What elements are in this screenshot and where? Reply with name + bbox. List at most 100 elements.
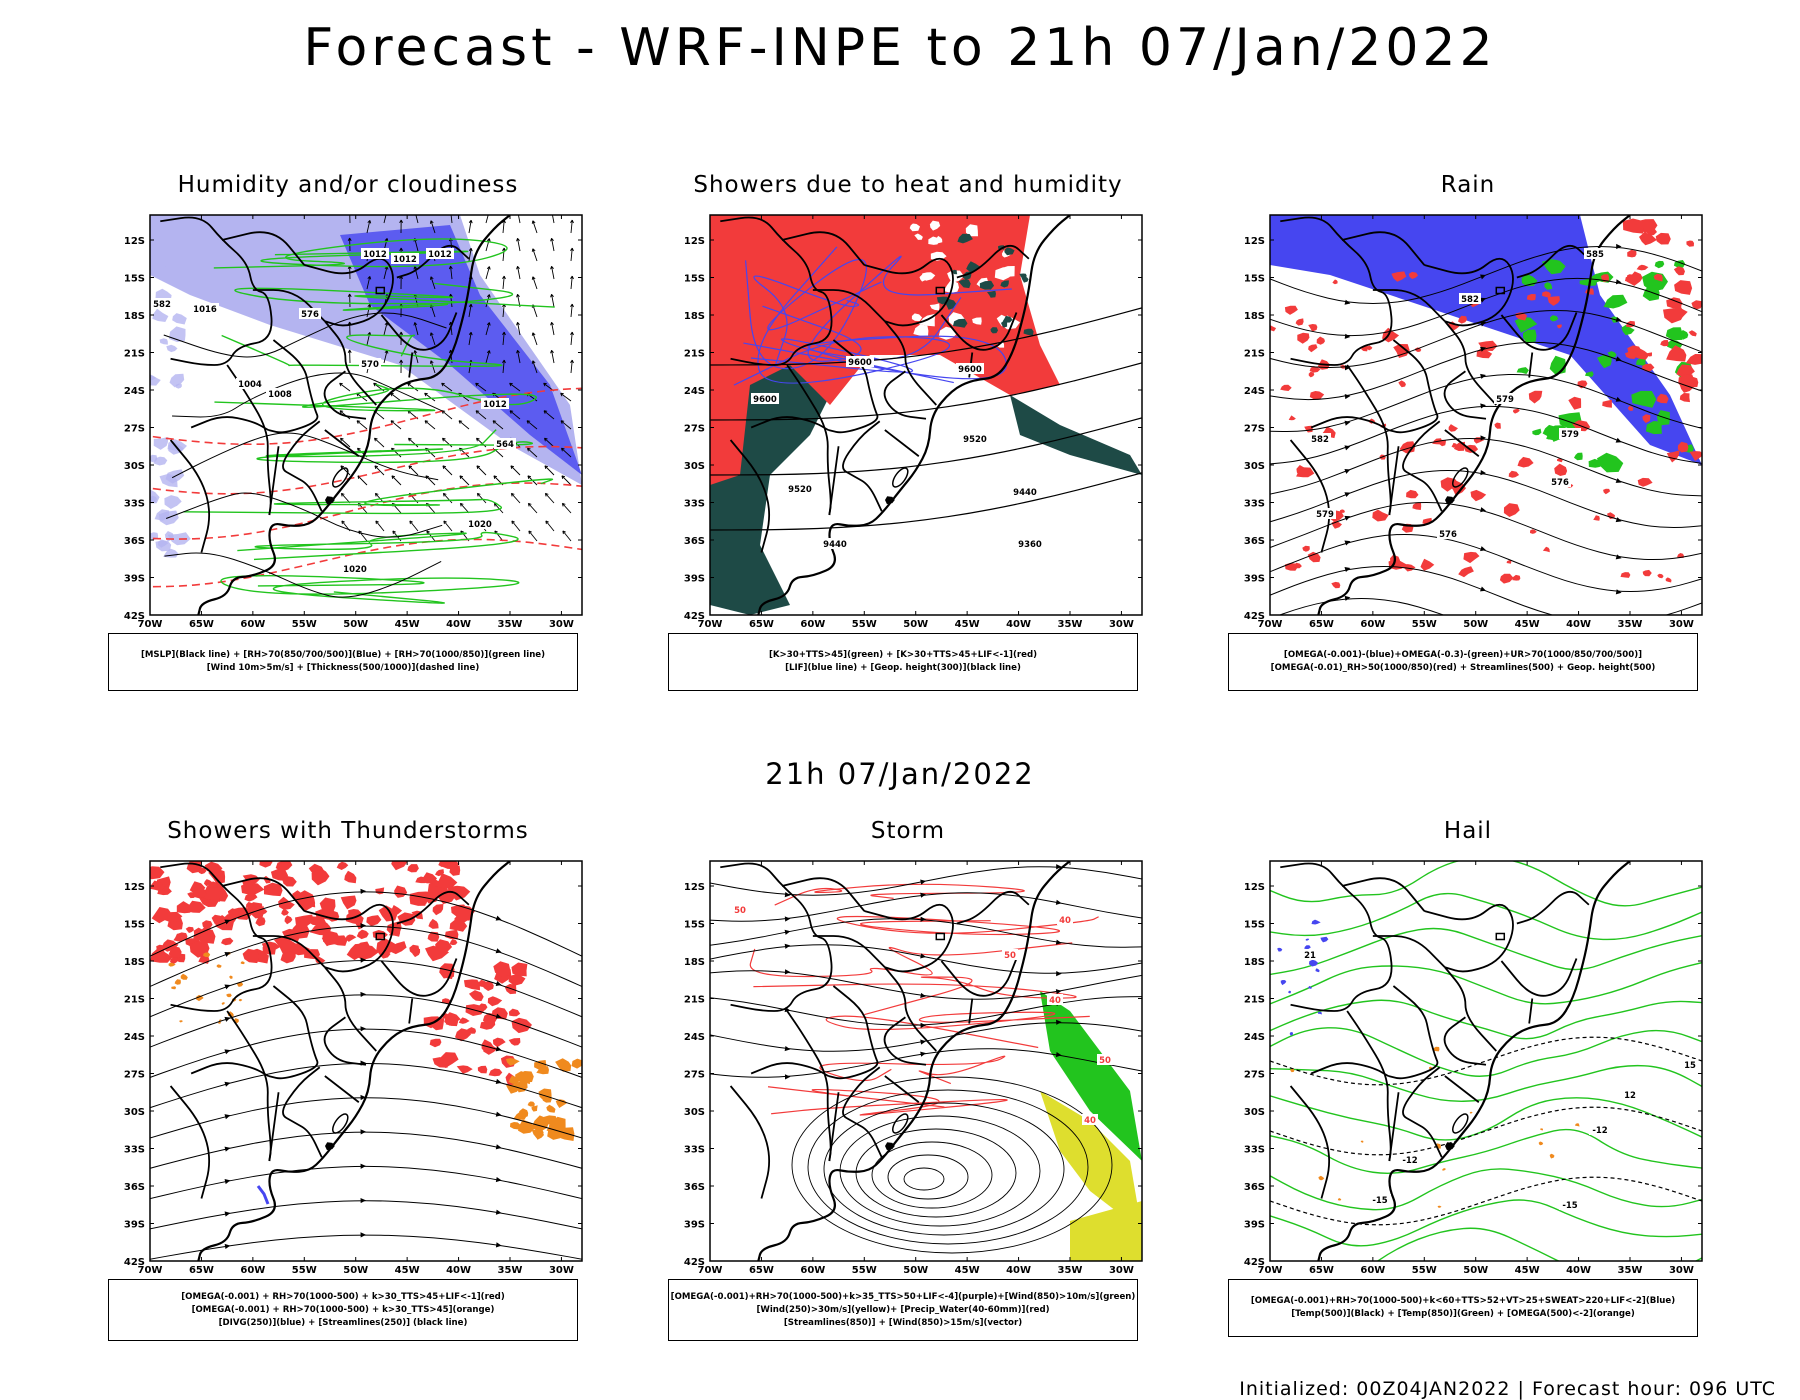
omega-green-patch <box>1514 317 1538 333</box>
wind-vector <box>526 420 538 430</box>
thunder-orange-patch <box>538 1088 552 1101</box>
state-border <box>842 1066 883 1158</box>
rh-green-line <box>234 282 555 311</box>
contour-label-bg <box>1459 293 1481 304</box>
humidity-patch <box>153 437 169 450</box>
omega-red-patch <box>1660 340 1669 347</box>
wind-vector <box>528 530 538 542</box>
omega-red-patch <box>1440 477 1459 492</box>
lat-label: 42S <box>684 1257 705 1268</box>
lat-label: 18S <box>684 311 705 322</box>
wind-vector <box>357 475 368 486</box>
thunder-orange-patch <box>229 975 233 979</box>
wind-vector <box>545 520 555 532</box>
thunder-orange-patch <box>506 1083 520 1094</box>
thunder-red-patch <box>463 979 480 991</box>
thunder-orange-patch <box>536 1066 549 1075</box>
wind-vector <box>516 321 521 336</box>
thunder-red-patch <box>449 865 461 876</box>
state-border <box>323 370 367 420</box>
contour-label: 9440 <box>1013 488 1037 498</box>
gap-patch <box>913 324 929 337</box>
thunder-red-patch <box>435 873 458 889</box>
temp850-green-line <box>1270 1199 1702 1247</box>
gap-patch <box>929 220 941 231</box>
lon-label: 40W <box>446 619 471 630</box>
omega-red-patch <box>1308 371 1315 378</box>
lat-label: 30S <box>684 461 705 472</box>
wind-vector <box>356 420 368 430</box>
gap-patch <box>948 312 966 327</box>
contour-label-bg <box>1302 949 1318 960</box>
thunder-red-patch <box>454 906 473 924</box>
contour-label: 1012 <box>393 255 417 265</box>
lat-label: 36S <box>684 1182 705 1193</box>
lat-label: 15S <box>684 274 705 285</box>
lon-label: 70W <box>138 1265 163 1276</box>
streamline-arrowhead <box>495 1209 502 1215</box>
contour-label-bg <box>1082 1114 1098 1125</box>
contour-label: 1020 <box>343 565 367 575</box>
state-border <box>169 1085 211 1199</box>
streamline-arrowhead <box>1480 373 1486 379</box>
streamline <box>150 1165 582 1200</box>
hail-blue-patch <box>1320 936 1329 943</box>
thunder-red-patch <box>449 939 458 946</box>
omega-red-patch <box>1304 425 1313 433</box>
lon-label: 50W <box>1463 1265 1488 1276</box>
lat-label: 18S <box>124 957 145 968</box>
omega-green-patch <box>1607 351 1617 358</box>
wind-vector <box>373 437 385 448</box>
streamline-arrowhead <box>784 916 791 922</box>
humidity-patch <box>162 265 176 274</box>
omega-red-patch <box>1398 380 1406 388</box>
wind-vector <box>424 420 436 430</box>
wind-vector <box>390 420 402 430</box>
omega-green-patch <box>1585 371 1594 377</box>
omega-orange-patch <box>1549 1153 1555 1159</box>
streamline-cyclone <box>903 1167 945 1191</box>
wind-vector <box>502 331 506 346</box>
streamline-arrowhead <box>1056 971 1062 977</box>
streamline-arrowhead <box>1615 356 1622 362</box>
thunder-orange-patch <box>238 998 243 1002</box>
wind-vector <box>531 276 538 290</box>
streamline-arrowhead <box>920 916 926 922</box>
contour-label: 15 <box>1684 1061 1696 1071</box>
thunder-red-patch <box>428 918 439 929</box>
state-border <box>828 339 879 434</box>
lat-label: 18S <box>684 957 705 968</box>
wind-vector <box>544 492 555 504</box>
rh-green-line <box>256 429 533 464</box>
humidity-patch <box>164 495 182 509</box>
thickness-line <box>150 482 582 540</box>
streamline-arrowhead <box>495 1046 502 1052</box>
lat-label: 24S <box>124 386 145 397</box>
mslp-isobar <box>171 432 439 481</box>
legend-showers: [K>30+TTS>45](green) + [K>30+TTS>45+LIF<… <box>668 633 1138 691</box>
state-border <box>1280 216 1393 366</box>
streamline-arrowhead <box>224 1179 231 1185</box>
green-patch <box>1002 315 1013 323</box>
contour-label: -12 <box>1592 1126 1607 1136</box>
wind-vector <box>468 331 473 346</box>
thunder-red-patch <box>407 864 419 873</box>
thunder-red-patch <box>278 896 295 910</box>
rh-green-line <box>221 334 503 367</box>
wind-vector <box>413 350 419 364</box>
panel-rain: Rain 585 582 582 579 579 576 576 579 12S 15S 18S 21… <box>1228 172 1708 747</box>
wind-vector <box>391 475 402 486</box>
thunder-red-patch <box>244 893 258 902</box>
thunder-orange-patch <box>203 952 211 957</box>
contour-label-bg <box>821 538 849 549</box>
omega-red-patch <box>1309 391 1325 400</box>
thunder-red-patch <box>242 879 254 888</box>
thunder-red-patch <box>409 944 420 955</box>
divg-blue-patch <box>256 1185 270 1205</box>
panel-title: Showers due to heat and humidity <box>693 172 1123 198</box>
state-border <box>781 877 865 912</box>
state-border <box>226 1010 272 1162</box>
lat-label: 33S <box>1244 1145 1265 1156</box>
